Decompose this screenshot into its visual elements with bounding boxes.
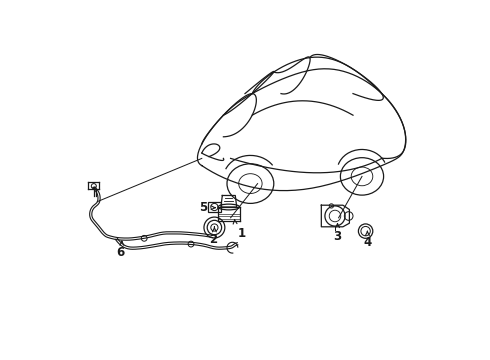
Text: 4: 4 <box>363 236 371 249</box>
Text: 2: 2 <box>210 233 218 246</box>
Text: 3: 3 <box>333 230 341 243</box>
Text: 1: 1 <box>237 227 245 240</box>
Text: 5: 5 <box>199 201 208 214</box>
Text: 6: 6 <box>117 246 125 259</box>
